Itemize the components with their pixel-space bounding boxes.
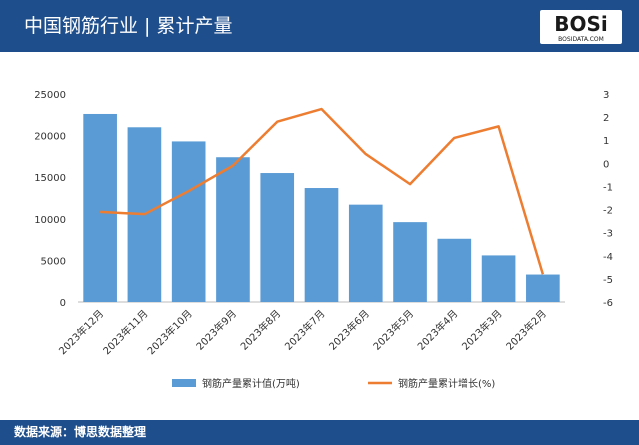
bar [481, 255, 516, 302]
y-tick-label: 15000 [34, 173, 66, 184]
y2-tick-label: 1 [603, 136, 609, 147]
y2-tick-label: 3 [603, 90, 609, 101]
bar [216, 157, 250, 302]
y2-tick-label: 2 [603, 113, 609, 124]
legend-label: 钢筋产量累计值(万吨) [202, 377, 300, 390]
y2-tick-label: -4 [603, 252, 613, 263]
logo-site: BOSIDATA.COM [558, 36, 604, 43]
y2-tick-label: -2 [603, 206, 613, 217]
y2-tick-label: -5 [603, 275, 613, 286]
bar [437, 238, 472, 302]
y2-tick-label: -6 [603, 298, 613, 309]
y2-tick-label: 0 [603, 159, 609, 170]
legend-swatch [172, 379, 196, 387]
header-band [0, 0, 639, 52]
line [100, 107, 545, 275]
y2-tick-label: -1 [603, 182, 613, 193]
bar [260, 173, 295, 302]
legend-label: 钢筋产量累计增长(%) [398, 377, 495, 390]
y-tick-label: 5000 [41, 256, 66, 267]
bar [526, 274, 560, 302]
chart-title: 中国钢筋行业 | 累计产量 [24, 15, 232, 37]
logo-mark: BOSi [554, 12, 608, 36]
footer-band [0, 420, 639, 445]
y-tick-label: 20000 [34, 132, 66, 143]
y-tick-label: 25000 [34, 90, 66, 101]
y2-tick-label: -3 [603, 229, 613, 240]
logo-box [540, 10, 622, 44]
y-tick-label: 0 [60, 298, 66, 309]
bar [393, 222, 427, 302]
bar [348, 204, 383, 302]
bar [171, 141, 206, 302]
bar [83, 113, 117, 302]
source: 数据来源：博思数据整理 [14, 424, 146, 439]
y-tick-label: 10000 [34, 215, 66, 226]
bar [304, 188, 339, 302]
